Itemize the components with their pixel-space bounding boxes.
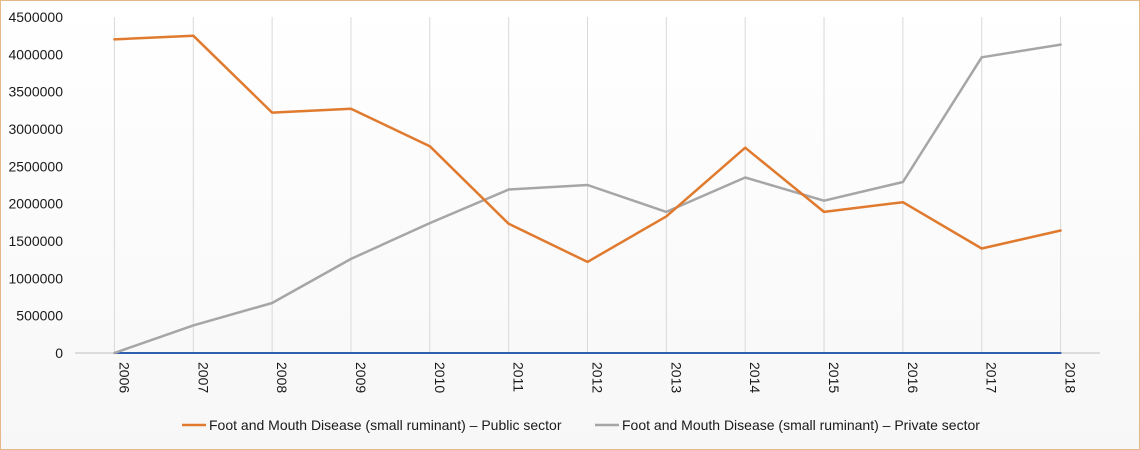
x-tick-label: 2013 xyxy=(668,362,684,393)
series-line-1 xyxy=(113,43,1062,355)
series-lines xyxy=(113,34,1062,355)
x-tick-label: 2011 xyxy=(511,362,527,392)
legend: Foot and Mouth Disease (small ruminant) … xyxy=(182,417,980,433)
x-tick-label: 2016 xyxy=(905,362,921,393)
x-tick-label: 2006 xyxy=(116,362,132,393)
series-line-0 xyxy=(113,34,1062,264)
y-tick-label: 1000000 xyxy=(8,270,63,286)
x-tick-label: 2014 xyxy=(747,362,763,393)
x-tick-label: 2007 xyxy=(195,362,211,393)
x-tick-label: 2015 xyxy=(826,362,842,393)
y-tick-label: 2000000 xyxy=(8,196,63,212)
x-tick-label: 2018 xyxy=(1063,362,1079,393)
gridlines xyxy=(113,17,1062,353)
y-tick-label: 4500000 xyxy=(8,9,63,25)
x-axis: 2006 2007 2008 2009 2010 2011 2012 2013 2014 2015… xyxy=(75,352,1100,393)
x-tick-label: 2010 xyxy=(432,362,448,393)
x-tick-label: 2008 xyxy=(274,362,290,393)
legend-label: Foot and Mouth Disease (small ruminant) … xyxy=(622,417,980,433)
y-tick-label: 500000 xyxy=(16,308,63,324)
x-tick-label: 2012 xyxy=(590,362,606,393)
y-axis: 0 500000 1000000 1500000 2000000 2500000 30000… xyxy=(8,9,63,361)
x-tick-label: 2017 xyxy=(984,362,1000,393)
y-tick-label: 3500000 xyxy=(8,84,63,100)
y-tick-label: 3000000 xyxy=(8,121,63,137)
legend-label: Foot and Mouth Disease (small ruminant) … xyxy=(209,417,562,433)
y-tick-label: 4000000 xyxy=(8,46,63,62)
y-tick-label: 2500000 xyxy=(8,158,63,174)
x-tick-label: 2009 xyxy=(353,362,369,393)
y-tick-label: 0 xyxy=(55,345,63,361)
y-tick-label: 1500000 xyxy=(8,233,63,249)
